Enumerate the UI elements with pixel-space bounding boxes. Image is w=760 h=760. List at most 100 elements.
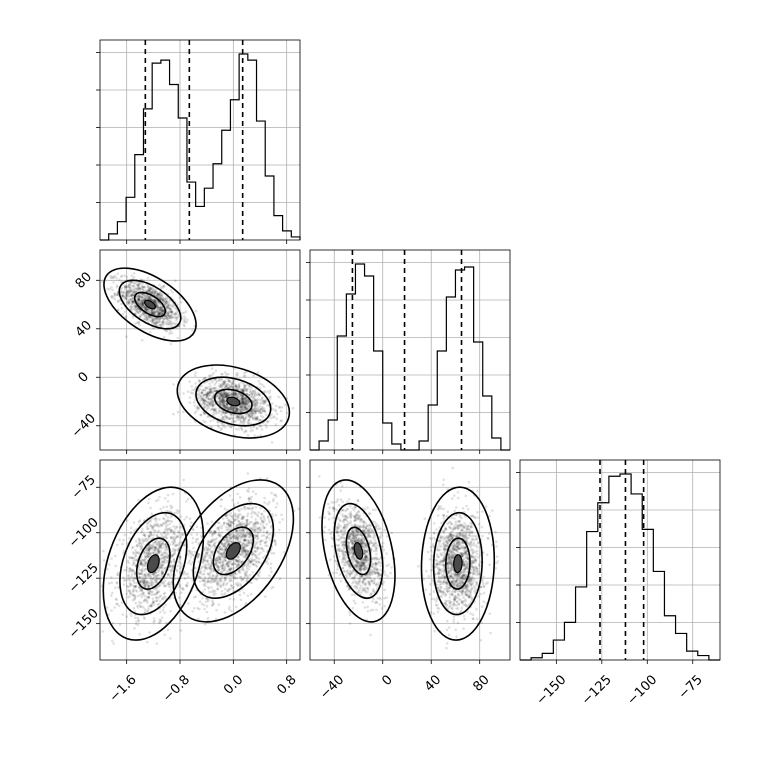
sample-point — [278, 406, 282, 409]
sample-point — [129, 285, 132, 289]
sample-point — [221, 373, 224, 376]
sample-point — [242, 400, 246, 403]
sample-point — [261, 405, 264, 409]
sample-point — [243, 402, 246, 406]
sample-point — [217, 396, 221, 400]
sample-point — [206, 404, 209, 407]
sample-point — [243, 401, 247, 405]
sample-point — [158, 307, 162, 311]
sample-point — [233, 409, 236, 413]
sample-point — [172, 560, 176, 563]
sample-point — [235, 408, 239, 411]
sample-point — [271, 407, 275, 411]
sample-point — [150, 298, 153, 302]
sample-point — [220, 570, 223, 574]
sample-point — [117, 571, 120, 575]
sample-point — [132, 290, 135, 294]
sample-point — [113, 274, 117, 278]
sample-point — [147, 592, 151, 595]
sample-point — [268, 389, 272, 393]
sample-point — [204, 386, 208, 390]
sample-point — [239, 403, 243, 406]
sample-point — [224, 406, 227, 410]
sample-point — [203, 393, 207, 396]
sample-point — [231, 409, 235, 412]
sample-point — [226, 383, 230, 386]
sample-point — [229, 425, 233, 429]
sample-point — [205, 600, 208, 603]
sample-point — [205, 610, 209, 614]
sample-point — [229, 413, 233, 416]
sample-point — [274, 505, 278, 509]
sample-point — [187, 602, 190, 605]
sample-point — [172, 541, 175, 545]
sample-point — [176, 530, 180, 533]
sample-point — [143, 305, 147, 309]
sample-point — [241, 415, 244, 419]
sample-point — [132, 276, 136, 279]
sample-point — [191, 541, 194, 545]
sample-point — [149, 310, 152, 313]
sample-point — [237, 520, 241, 523]
sample-point — [164, 595, 167, 599]
sample-point — [162, 309, 165, 313]
sample-point — [222, 411, 226, 415]
sample-point — [210, 399, 214, 402]
sample-point — [214, 408, 217, 412]
sample-point — [208, 590, 211, 594]
sample-point — [235, 374, 238, 377]
sample-point — [187, 561, 190, 565]
sample-point — [243, 371, 246, 375]
sample-point — [148, 530, 151, 534]
sample-point — [152, 291, 156, 295]
sample-point — [226, 564, 230, 568]
sample-point — [131, 290, 134, 293]
sample-point — [257, 419, 260, 422]
sample-point — [110, 295, 114, 298]
sample-point — [192, 606, 196, 610]
sample-point — [204, 396, 207, 400]
sample-point — [231, 382, 235, 386]
sample-point — [147, 308, 151, 312]
panel-frame — [309, 249, 511, 451]
sample-point — [142, 295, 146, 299]
sample-point — [239, 540, 242, 543]
sample-point — [241, 422, 245, 425]
sample-point — [134, 287, 138, 290]
sample-point — [221, 394, 224, 398]
sample-point — [268, 574, 271, 577]
sample-point — [245, 389, 249, 393]
sample-point — [203, 393, 206, 397]
sample-point — [332, 571, 335, 575]
sample-point — [258, 386, 262, 390]
sample-point — [227, 417, 231, 420]
sample-point — [153, 290, 157, 294]
sample-point — [153, 316, 157, 320]
sample-point — [245, 388, 249, 391]
sample-point — [140, 605, 143, 608]
sample-point — [169, 311, 173, 314]
sample-point — [253, 549, 257, 553]
sample-point — [138, 541, 141, 544]
sample-point — [202, 411, 206, 415]
sample-point — [132, 521, 136, 524]
sample-point — [168, 307, 172, 311]
sample-point — [260, 414, 263, 418]
sample-point — [227, 379, 230, 383]
sample-point — [179, 566, 183, 570]
sample-point — [223, 392, 227, 395]
sample-point — [230, 579, 233, 582]
sample-point — [157, 309, 161, 312]
sample-point — [129, 582, 133, 586]
sample-point — [161, 298, 165, 302]
sample-point — [235, 395, 239, 399]
sample-point — [223, 549, 227, 552]
sample-point — [131, 293, 134, 297]
sample-point — [145, 316, 149, 320]
sample-point — [131, 284, 134, 288]
sample-point — [143, 293, 146, 296]
sample-point — [240, 388, 243, 391]
sample-point — [138, 289, 141, 292]
sample-point — [249, 429, 253, 433]
sample-point — [278, 521, 282, 524]
